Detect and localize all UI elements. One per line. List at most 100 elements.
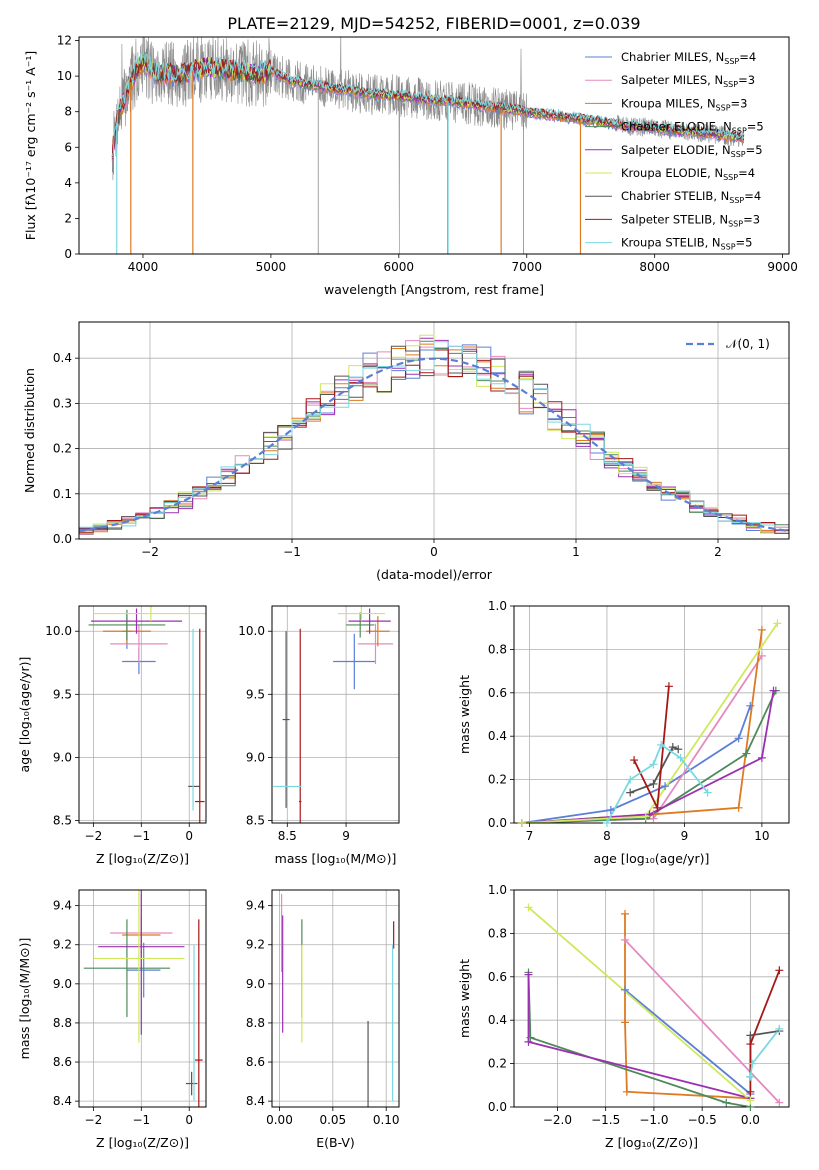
legend-label-sub: SSP bbox=[732, 127, 747, 136]
series-line-salpeter-miles bbox=[624, 939, 781, 1104]
legend-label-sub: SSP bbox=[723, 173, 738, 182]
y-tick-label: 0.0 bbox=[488, 816, 507, 830]
x-tick-label: 8 bbox=[603, 829, 611, 843]
series-line-chabrier-stelib bbox=[629, 745, 679, 794]
x-tick-label: 0.05 bbox=[319, 1113, 346, 1127]
series-marker bbox=[703, 788, 712, 797]
y-axis-label: age [log₁₀(age/yr)] bbox=[17, 657, 32, 773]
x-tick-label: −2 bbox=[85, 829, 103, 843]
legend-label-value: =4 bbox=[739, 50, 756, 64]
x-tick-label: 2 bbox=[714, 545, 722, 559]
plot-area bbox=[111, 37, 745, 254]
x-tick-label: 7000 bbox=[511, 260, 542, 274]
series-marker bbox=[746, 1040, 755, 1049]
figure-title: PLATE=2129, MJD=54252, FIBERID=0001, z=0… bbox=[227, 14, 640, 33]
normal-reference-curve bbox=[79, 357, 789, 533]
series-marker bbox=[775, 1024, 784, 1033]
legend-label: Chabrier ELODIE, NSSP=5 bbox=[621, 120, 764, 136]
series-marker bbox=[668, 743, 677, 752]
series-line-kroupa-elodie bbox=[527, 906, 751, 1102]
plot-area bbox=[83, 890, 203, 1107]
legend-label-main: Kroupa MILES, N bbox=[621, 96, 716, 110]
axes-frame: 0.00 0.05 0.10 8.4 8.6 8.8 9.0 9.2 9.4 E(B-V) bbox=[246, 889, 400, 1150]
x-tick-label: 9 bbox=[342, 829, 350, 843]
legend-label-sub: SSP bbox=[721, 243, 736, 252]
y-tick-label: 9.0 bbox=[53, 977, 72, 991]
x-tick-label: −1 bbox=[283, 545, 301, 559]
x-tick-label: −1.0 bbox=[639, 1113, 668, 1127]
y-tick-label: 0.6 bbox=[488, 970, 507, 984]
series-marker bbox=[620, 909, 629, 918]
axes-border bbox=[271, 889, 400, 1108]
legend-label-main: Chabrier MILES, N bbox=[621, 50, 724, 64]
age-vs-mass-panel: 8.5 9 8.5 9.0 9.5 10.0 mass [log₁₀(M/M⊙)] bbox=[238, 605, 400, 866]
y-tick-label: 9.0 bbox=[246, 750, 265, 764]
axes-border bbox=[513, 889, 790, 1108]
x-axis-label: Z [log₁₀(Z/Z⊙)] bbox=[96, 851, 189, 866]
mass-vs-metallicity-panel: −2 −1 0 8.4 8.6 8.8 9.0 9.2 9.4 Z [log₁₀(Z/Z⊙)] ma… bbox=[17, 889, 207, 1150]
x-tick-label: 7 bbox=[526, 829, 534, 843]
x-tick-label: 0 bbox=[185, 829, 193, 843]
series-line-chabrier-elodie bbox=[527, 972, 751, 1107]
plot-area bbox=[521, 622, 779, 823]
y-tick-label: 0.2 bbox=[53, 442, 72, 456]
y-tick-label: 9.0 bbox=[53, 750, 72, 764]
legend-label-value: =4 bbox=[744, 189, 761, 203]
y-tick-label: 0.4 bbox=[488, 1013, 507, 1027]
mass-weight-vs-age-panel: 7 8 9 10 0.0 0.2 0.4 0.6 0.8 1.0 age [log₁₀(age/yr… bbox=[457, 599, 790, 866]
y-axis-label: Normed distribution bbox=[22, 368, 37, 493]
x-tick-label: −2 bbox=[141, 545, 159, 559]
y-tick-label: 8.6 bbox=[246, 1055, 265, 1069]
series-marker bbox=[757, 651, 766, 660]
axes-frame: 7 8 9 10 0.0 0.2 0.4 0.6 0.8 1.0 age [log₁₀(age/yr… bbox=[457, 599, 790, 866]
y-tick-label: 9.2 bbox=[246, 938, 265, 952]
series-line-kroupa-miles bbox=[521, 629, 763, 823]
series-marker bbox=[620, 985, 629, 994]
axes-frame: −2 −1 0 1 2 0.0 0.1 0.2 0.3 0.4 (data-model)/error… bbox=[22, 321, 790, 582]
legend-label: Kroupa MILES, NSSP=3 bbox=[621, 96, 747, 112]
series-marker bbox=[757, 625, 766, 634]
x-tick-label: 1 bbox=[572, 545, 580, 559]
series-marker bbox=[606, 805, 615, 814]
series-marker bbox=[734, 734, 743, 743]
y-axis-label: mass weight bbox=[457, 675, 472, 754]
y-axis-label: Flux [fλ10⁻¹⁷ erg cm⁻² s⁻¹ A⁻¹] bbox=[23, 51, 38, 240]
x-tick-label: 5000 bbox=[256, 260, 287, 274]
series-marker bbox=[524, 1037, 533, 1046]
y-tick-label: 0 bbox=[64, 247, 72, 261]
x-tick-label: 0.0 bbox=[741, 1113, 760, 1127]
series-line-salpeter-miles bbox=[521, 655, 763, 823]
y-axis-label: mass weight bbox=[457, 959, 472, 1038]
x-axis-label: mass [log₁₀(M/M⊙)] bbox=[275, 851, 397, 866]
y-tick-label: 9.0 bbox=[246, 977, 265, 991]
series-marker bbox=[649, 760, 658, 769]
plot-area bbox=[79, 334, 789, 535]
series-marker bbox=[620, 935, 629, 944]
legend-label-sub: SSP bbox=[716, 103, 731, 112]
x-tick-label: −1 bbox=[132, 829, 150, 843]
x-tick-label: 0 bbox=[430, 545, 438, 559]
series-marker bbox=[524, 970, 533, 979]
legend-label: Kroupa STELIB, NSSP=5 bbox=[621, 236, 752, 252]
series-marker bbox=[526, 1033, 535, 1042]
series-line-salpeter-elodie bbox=[521, 690, 775, 823]
axes-frame: 8.5 9 8.5 9.0 9.5 10.0 mass [log₁₀(M/M⊙)] bbox=[238, 605, 400, 866]
model-spectrum-kroupa-stelib bbox=[111, 52, 745, 157]
axes-frame: −2 −1 0 8.5 9.0 9.5 10.0 Z [log₁₀(Z/Z⊙)] age [lo… bbox=[17, 605, 207, 866]
y-tick-label: 9.4 bbox=[246, 899, 265, 913]
series-marker bbox=[664, 682, 673, 691]
mass-weight-vs-metallicity-panel: −2.0 −1.5 −1.0 −0.5 0.0 0.0 0.2 0.4 0.6 0.8 1.0 Z [… bbox=[457, 883, 790, 1150]
series-marker bbox=[748, 1059, 757, 1068]
legend-label-main: Salpeter STELIB, N bbox=[621, 212, 728, 226]
series-marker bbox=[722, 1098, 731, 1107]
y-tick-label: 0.0 bbox=[488, 1100, 507, 1114]
y-tick-label: 6 bbox=[64, 140, 72, 154]
x-axis-label: E(B-V) bbox=[316, 1135, 355, 1150]
series-line-kroupa-miles bbox=[624, 913, 751, 1100]
series-marker bbox=[653, 803, 662, 812]
y-tick-label: 10.0 bbox=[238, 624, 265, 638]
legend-label-value: =3 bbox=[731, 96, 748, 110]
y-tick-label: 0.2 bbox=[488, 773, 507, 787]
